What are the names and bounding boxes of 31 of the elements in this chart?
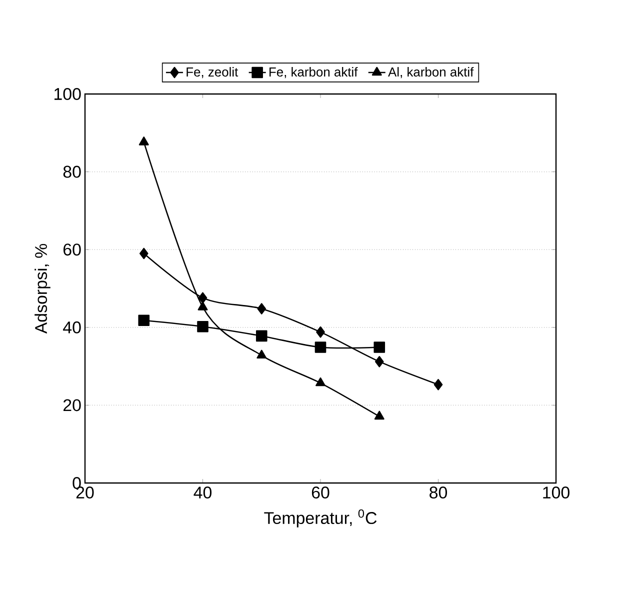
x-tick-label: 80 <box>430 486 448 499</box>
point <box>138 314 150 326</box>
x-tick-label: 100 <box>543 486 570 499</box>
x-tick-label: 60 <box>312 486 330 499</box>
y-tick-label: 100 <box>54 88 81 100</box>
point <box>257 303 266 314</box>
y-axis-title: Adsorpsi, % <box>34 244 50 334</box>
point <box>374 410 384 420</box>
point <box>198 302 208 310</box>
y-tick-label: 20 <box>64 399 81 412</box>
point <box>316 377 326 386</box>
legend-label: Fe, karbon aktif <box>270 67 358 78</box>
point <box>434 378 443 390</box>
y-tick-label: 40 <box>63 321 81 334</box>
point <box>197 320 208 332</box>
point <box>374 356 384 368</box>
x-tick-label: 40 <box>194 486 212 499</box>
y-tick-label: 80 <box>63 166 81 178</box>
point <box>138 136 149 146</box>
point <box>316 326 325 338</box>
y-tick-label: 60 <box>64 244 81 256</box>
point <box>374 342 386 353</box>
point <box>256 350 267 359</box>
x-tick-label: 20 <box>76 486 94 499</box>
point <box>198 292 208 304</box>
legend-label: Fe, zeolit <box>186 67 238 78</box>
point <box>139 248 148 260</box>
point <box>314 342 326 353</box>
x-axis-title: Temperatur, $^{0}$C <box>264 509 377 528</box>
legend-label: Al, karbon aktif <box>388 67 474 78</box>
point <box>256 330 268 342</box>
